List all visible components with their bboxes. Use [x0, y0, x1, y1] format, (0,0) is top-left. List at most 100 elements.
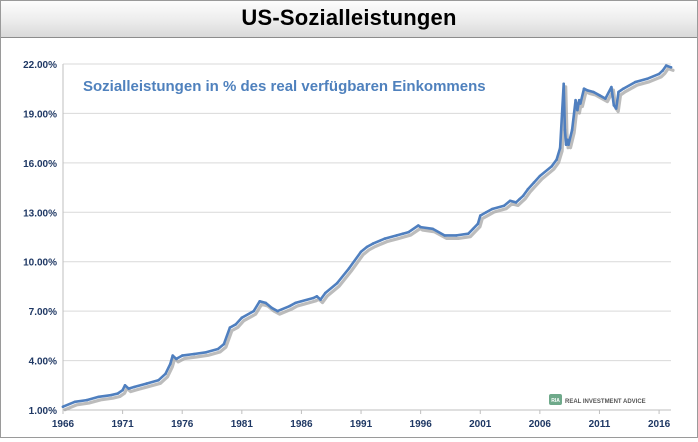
data-point	[574, 98, 577, 102]
data-point	[164, 372, 167, 376]
data-point	[502, 204, 506, 207]
x-tick-label: 1991	[350, 419, 373, 430]
data-point	[431, 227, 434, 231]
data-point	[622, 87, 625, 90]
x-axis-tick-labels: 1966 1971 1976 1981 1986 1991 1996 2001 2006 2011…	[52, 419, 671, 430]
data-point	[145, 382, 148, 385]
y-tick-label: 16.00%	[23, 159, 57, 170]
chart-area: 1.00% 4.00% 7.00% 10.00% 13.00% 16.00% 19.00% 2…	[1, 38, 697, 437]
y-tick-label: 4.00%	[29, 357, 57, 368]
data-point	[521, 194, 525, 198]
data-point	[633, 80, 637, 84]
x-tick-label: 2006	[529, 419, 552, 430]
watermark-logo: RIA REAL INVESTMENT ADVICE	[549, 394, 646, 405]
x-tick-label: 1971	[111, 419, 134, 430]
data-point	[180, 354, 184, 357]
data-point	[204, 351, 208, 354]
data-point	[661, 69, 664, 72]
data-point	[319, 298, 322, 301]
data-point	[566, 138, 569, 142]
x-tick-label: 2016	[648, 419, 671, 430]
watermark-badge-text: RIA	[551, 398, 560, 404]
data-point	[564, 143, 568, 146]
data-point	[471, 227, 475, 231]
data-point	[518, 197, 521, 201]
data-point	[407, 230, 411, 234]
data-point	[347, 267, 351, 270]
data-point	[550, 164, 554, 168]
data-point	[192, 352, 196, 356]
data-point	[576, 108, 579, 112]
x-tick-label: 1986	[290, 419, 313, 430]
data-point	[617, 90, 620, 94]
data-point	[570, 128, 574, 132]
data-point	[85, 398, 89, 402]
data-point	[216, 347, 220, 351]
x-tick-label: 2011	[589, 419, 611, 430]
data-point	[240, 316, 244, 320]
data-point	[335, 281, 339, 285]
data-point	[73, 400, 77, 404]
data-point	[443, 234, 446, 237]
data-point	[508, 199, 512, 203]
y-axis-tick-labels: 1.00% 4.00% 7.00% 10.00% 13.00% 16.00% 19.00% 2…	[23, 60, 57, 417]
data-point	[288, 304, 291, 308]
y-tick-label: 19.00%	[23, 109, 57, 120]
data-point	[419, 225, 422, 229]
data-point	[555, 158, 558, 161]
data-point	[276, 309, 279, 313]
data-point	[383, 237, 387, 240]
data-point	[157, 379, 160, 382]
data-point	[526, 187, 530, 191]
data-point	[586, 89, 589, 92]
data-point	[592, 90, 595, 94]
data-point	[417, 224, 420, 227]
watermark-text: REAL INVESTMENT ADVICE	[565, 399, 646, 405]
data-point	[669, 66, 673, 69]
data-point	[97, 395, 101, 399]
data-point	[395, 234, 399, 237]
data-point	[476, 222, 480, 226]
data-point	[558, 146, 562, 150]
y-tick-label: 7.00%	[29, 307, 57, 318]
data-point	[116, 392, 120, 395]
data-point	[604, 97, 607, 100]
data-point	[664, 64, 668, 67]
data-point	[312, 296, 315, 300]
data-point	[582, 87, 586, 90]
data-point	[612, 103, 616, 107]
data-point	[121, 388, 124, 392]
data-point	[657, 72, 661, 76]
y-tick-label: 13.00%	[23, 208, 57, 219]
data-point	[479, 214, 482, 217]
x-tick-label: 2001	[469, 419, 492, 430]
data-point	[175, 357, 178, 361]
chart-annotation: Sozialleistungen in % des real verfügbar…	[83, 78, 486, 95]
grid-lines	[62, 63, 671, 414]
data-point	[365, 245, 369, 249]
data-point	[234, 323, 238, 326]
data-point	[490, 207, 494, 211]
x-tick-label: 1981	[231, 419, 254, 430]
data-point	[324, 291, 327, 295]
data-point	[563, 128, 567, 132]
data-point	[579, 102, 582, 105]
data-point	[562, 82, 565, 86]
data-point	[455, 234, 458, 237]
data-point	[359, 250, 363, 254]
data-point	[171, 354, 174, 357]
x-tick-label: 1966	[52, 419, 75, 430]
watermark-badge-icon	[549, 394, 562, 405]
data-point	[315, 295, 319, 298]
y-tick-label: 10.00%	[23, 258, 57, 269]
x-tick-label: 1996	[410, 419, 433, 430]
data-point	[228, 326, 232, 329]
data-point	[614, 107, 618, 110]
data-point	[532, 181, 536, 184]
series-group	[61, 64, 675, 412]
data-point	[294, 301, 297, 305]
line-chart: 1.00% 4.00% 7.00% 10.00% 13.00% 16.00% 19.00% 2…	[23, 60, 675, 430]
data-point	[645, 77, 649, 81]
data-point	[109, 393, 112, 397]
